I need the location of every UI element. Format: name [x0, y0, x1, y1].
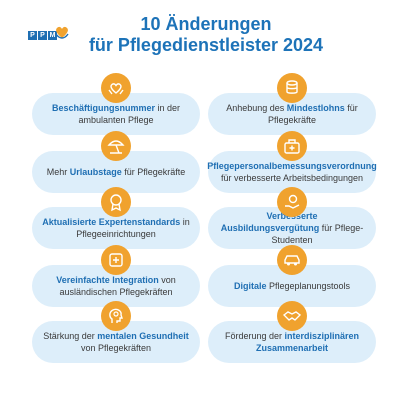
digital-car-icon: [277, 245, 307, 275]
logo-letter: P: [28, 31, 37, 40]
hands-heart-icon: [101, 73, 131, 103]
item-text: Digitale Pflegeplanungstools: [233, 281, 351, 291]
beach-umbrella-icon: [101, 131, 131, 161]
ppm-logo: P P M: [28, 24, 69, 46]
item-text: Förderung der interdisziplinären Zusamme…: [224, 331, 360, 353]
item-text: Anhebung des Mindestlohns für Pflegekräf…: [226, 103, 358, 125]
title-line-2: für Pflegedienstleister 2024: [88, 35, 324, 55]
integration-icon: [101, 245, 131, 275]
coins-icon: [277, 73, 307, 103]
item-text: Beschäftigungsnummer in der ambulanten P…: [51, 103, 181, 125]
logo-letters: P P M: [28, 31, 57, 40]
item-text: Aktualisierte Expertenstandards in Pfleg…: [42, 217, 190, 239]
item-card: Mehr Urlaubstage für Pflegekräfte: [32, 151, 200, 193]
expert-badge-icon: [101, 187, 131, 217]
title-line-1: 10 Änderungen: [140, 14, 272, 34]
item-text: Pflegepersonalbemessungsverordnung für v…: [207, 161, 377, 183]
item-text: Vereinfachte Integration von ausländisch…: [56, 275, 176, 297]
handshake-icon: [277, 301, 307, 331]
head-brain-icon: [101, 301, 131, 331]
heart-hands-icon: [55, 26, 69, 39]
money-hand-icon: [277, 187, 307, 217]
page-title: 10 Änderungen für Pflegedienstleister 20…: [0, 14, 412, 56]
medical-briefcase-icon: [277, 131, 307, 161]
item-text: Stärkung der mentalen Gesundheit von Pfl…: [43, 331, 189, 353]
logo-letter: P: [38, 31, 47, 40]
logo-letter: M: [48, 31, 57, 40]
item-text: Mehr Urlaubstage für Pflegekräfte: [46, 167, 186, 177]
